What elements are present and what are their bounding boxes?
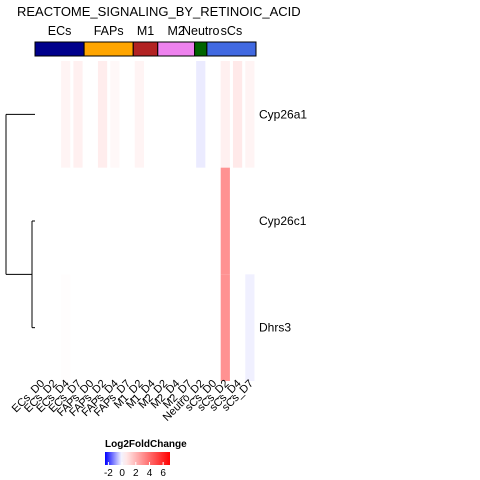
legend-color-bar xyxy=(105,452,170,465)
heat-cell xyxy=(61,274,71,381)
legend-tick-label: 0 xyxy=(119,468,125,479)
group-swatch-5 xyxy=(206,41,257,57)
group-label-2: M1 xyxy=(137,24,154,38)
heat-cell xyxy=(220,274,230,381)
heat-cell xyxy=(196,61,206,168)
color-legend: Log2FoldChange -2 0 2 4 6 xyxy=(104,439,187,479)
heat-cell xyxy=(245,274,255,381)
group-label-5: sCs xyxy=(221,24,243,38)
legend-tick-label: 4 xyxy=(147,468,153,479)
group-label-4: Neutro xyxy=(182,24,220,38)
heat-cell xyxy=(110,61,120,168)
heatmap-cells xyxy=(61,61,255,381)
heat-cell xyxy=(245,61,255,168)
row-labels: Cyp26a1 Cyp26c1 Dhrs3 xyxy=(259,107,307,334)
heat-cell xyxy=(232,61,243,168)
group-swatch-1 xyxy=(83,41,134,57)
legend-title: Log2FoldChange xyxy=(105,439,187,450)
legend-tick-label: 6 xyxy=(160,468,166,479)
heat-cell xyxy=(61,61,71,168)
row-label-cyp26a1: Cyp26a1 xyxy=(259,107,307,121)
chart-title: REACTOME_SIGNALING_BY_RETINOIC_ACID xyxy=(17,4,301,19)
group-swatch-4 xyxy=(194,41,208,57)
group-swatch-0 xyxy=(34,41,85,57)
group-label-1: FAPs xyxy=(94,24,124,38)
row-label-cyp26c1: Cyp26c1 xyxy=(259,214,307,228)
heat-cell xyxy=(97,61,108,168)
group-label-0: ECs xyxy=(48,24,72,38)
heat-cell xyxy=(220,167,230,275)
group-label-3: M2 xyxy=(168,24,185,38)
heat-cell xyxy=(134,61,144,168)
row-dendrogram xyxy=(5,113,35,329)
column-labels: ECs_D0ECs_D2ECs_D4ECs_D7FAPs_D0FAPs_D2FA… xyxy=(10,378,256,424)
row-label-dhrs3: Dhrs3 xyxy=(259,321,291,335)
group-swatch-2 xyxy=(132,41,159,57)
group-swatch-3 xyxy=(157,41,196,57)
legend-tick-label: -2 xyxy=(104,468,113,479)
heat-cell xyxy=(220,61,230,168)
legend-tick-label: 2 xyxy=(133,468,139,479)
legend-ticks: -2 0 2 4 6 xyxy=(104,462,166,479)
heat-cell xyxy=(73,61,83,168)
